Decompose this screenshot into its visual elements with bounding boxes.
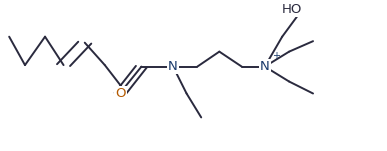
Text: HO: HO [282,3,302,16]
Text: O: O [115,87,125,100]
Text: N: N [168,60,178,73]
Text: +: + [272,51,280,61]
Text: N: N [260,60,270,73]
